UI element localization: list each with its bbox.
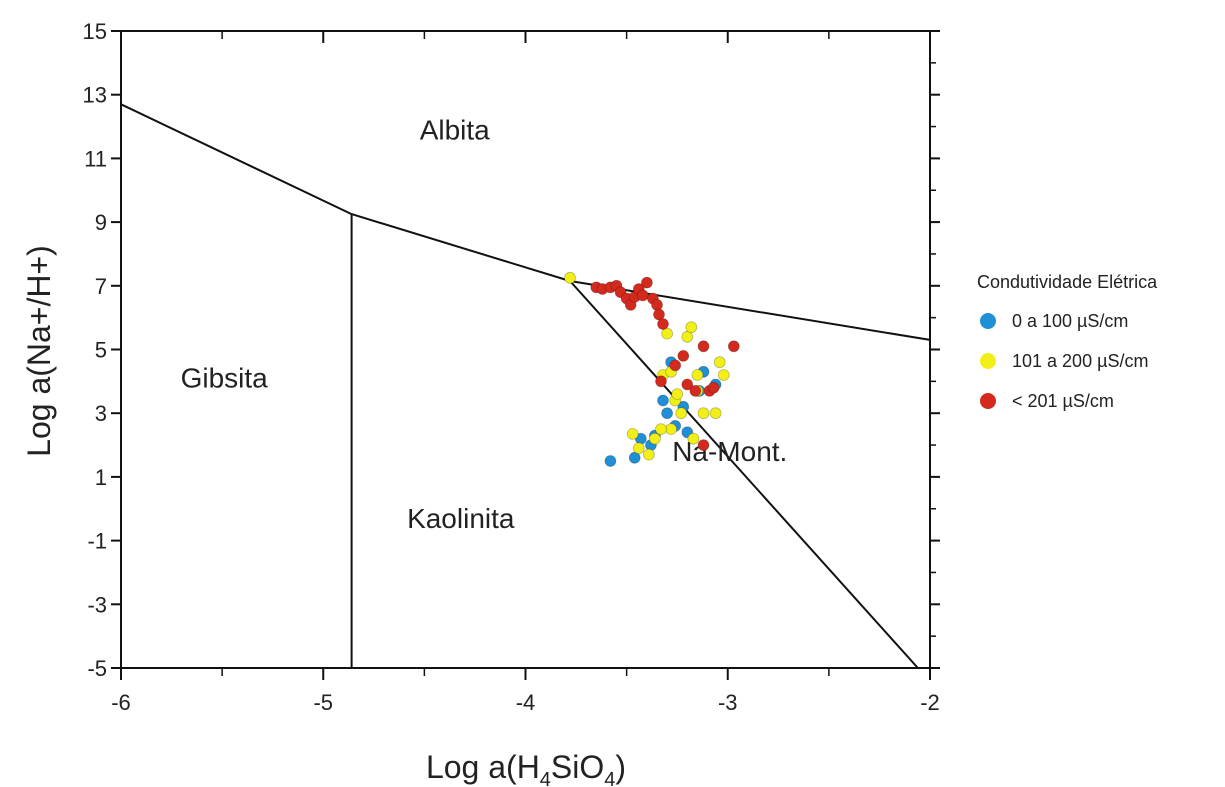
y-tick-label: -5 (87, 656, 107, 681)
data-point (685, 321, 698, 334)
plot-border (120, 30, 931, 669)
data-point (653, 308, 665, 321)
data-point (655, 375, 667, 388)
boundary-kaolinita-na-mont (569, 280, 919, 669)
boundary-albita-gibsita (120, 103, 353, 216)
data-point (727, 340, 740, 353)
legend: Condutividade Elétrica 0 a 100 µS/cm 101 … (977, 272, 1158, 411)
data-point (564, 271, 576, 284)
data-point (717, 369, 730, 381)
x-tick-label: -6 (111, 690, 131, 715)
data-point (677, 349, 690, 362)
field-label: Kaolinita (407, 503, 515, 534)
data-point (689, 384, 702, 397)
data-point (643, 448, 655, 461)
plot-frame (120, 30, 931, 669)
data-point (649, 432, 661, 445)
x-label-part: ) (615, 749, 626, 785)
legend-marker (980, 393, 996, 409)
y-axis-label: Log a(Na+/H+) (21, 245, 57, 457)
data-point (691, 369, 704, 381)
data-point (669, 359, 682, 372)
data-point (709, 407, 722, 420)
phase-boundaries (120, 103, 931, 669)
x-axis-label: Log a(H4SiO4) (426, 749, 626, 787)
x-label-subscript: 4 (540, 769, 551, 787)
data-point (671, 388, 684, 401)
y-tick-label: 13 (83, 83, 107, 108)
data-point (657, 318, 669, 330)
data-point (661, 407, 673, 420)
legend-title: Condutividade Elétrica (977, 272, 1158, 292)
data-point (661, 327, 673, 340)
data-points (564, 271, 740, 467)
x-label-subscript: 4 (604, 769, 615, 787)
data-point (657, 394, 669, 407)
data-point (632, 442, 645, 455)
legend-marker (980, 353, 996, 369)
data-point (651, 298, 663, 311)
y-tick-label: 3 (95, 401, 107, 426)
data-point (707, 381, 720, 394)
y-tick-label: -1 (87, 529, 107, 554)
y-tick-label: 1 (95, 465, 107, 490)
legend-items: 0 a 100 µS/cm 101 a 200 µS/cm < 201 µS/cm (980, 311, 1148, 411)
legend-marker (980, 313, 996, 329)
y-tick-label: 7 (95, 274, 107, 299)
y-tick-label: 11 (84, 146, 107, 171)
x-axis: -6 -5 -4 -3 -2 (111, 31, 940, 715)
y-tick-label: 15 (83, 19, 107, 44)
x-label-part: Log a(H (426, 749, 540, 785)
field-label: Albita (420, 114, 490, 145)
data-point (675, 407, 688, 420)
field-label: Gibsita (181, 363, 269, 394)
x-tick-label: -3 (718, 690, 738, 715)
x-tick-label: -2 (920, 690, 940, 715)
data-point (636, 289, 649, 302)
data-point (713, 356, 726, 369)
legend-label: < 201 µS/cm (1012, 391, 1114, 411)
legend-label: 0 a 100 µS/cm (1012, 311, 1128, 331)
data-point (626, 427, 639, 440)
x-label-part: SiO (551, 749, 604, 785)
x-tick-label: -4 (516, 690, 536, 715)
data-point (665, 423, 677, 436)
boundary-albita-na-mont (569, 280, 931, 341)
data-point (628, 451, 641, 464)
data-point (655, 423, 667, 436)
data-point (681, 378, 694, 391)
y-tick-label: 5 (95, 338, 107, 363)
boundary-albita-kaolinita (351, 213, 571, 282)
data-point (604, 455, 617, 467)
data-point (697, 439, 710, 452)
y-tick-label: -3 (87, 592, 107, 617)
data-point (687, 432, 700, 445)
legend-label: 101 a 200 µS/cm (1012, 351, 1148, 371)
data-point (697, 340, 710, 353)
data-point (697, 407, 710, 420)
y-axis: 15 13 11 9 7 5 3 1 -1 -3 -5 (83, 19, 940, 681)
data-point (641, 276, 653, 289)
x-tick-label: -5 (313, 690, 333, 715)
data-point (681, 330, 694, 343)
y-tick-label: 9 (95, 210, 107, 235)
